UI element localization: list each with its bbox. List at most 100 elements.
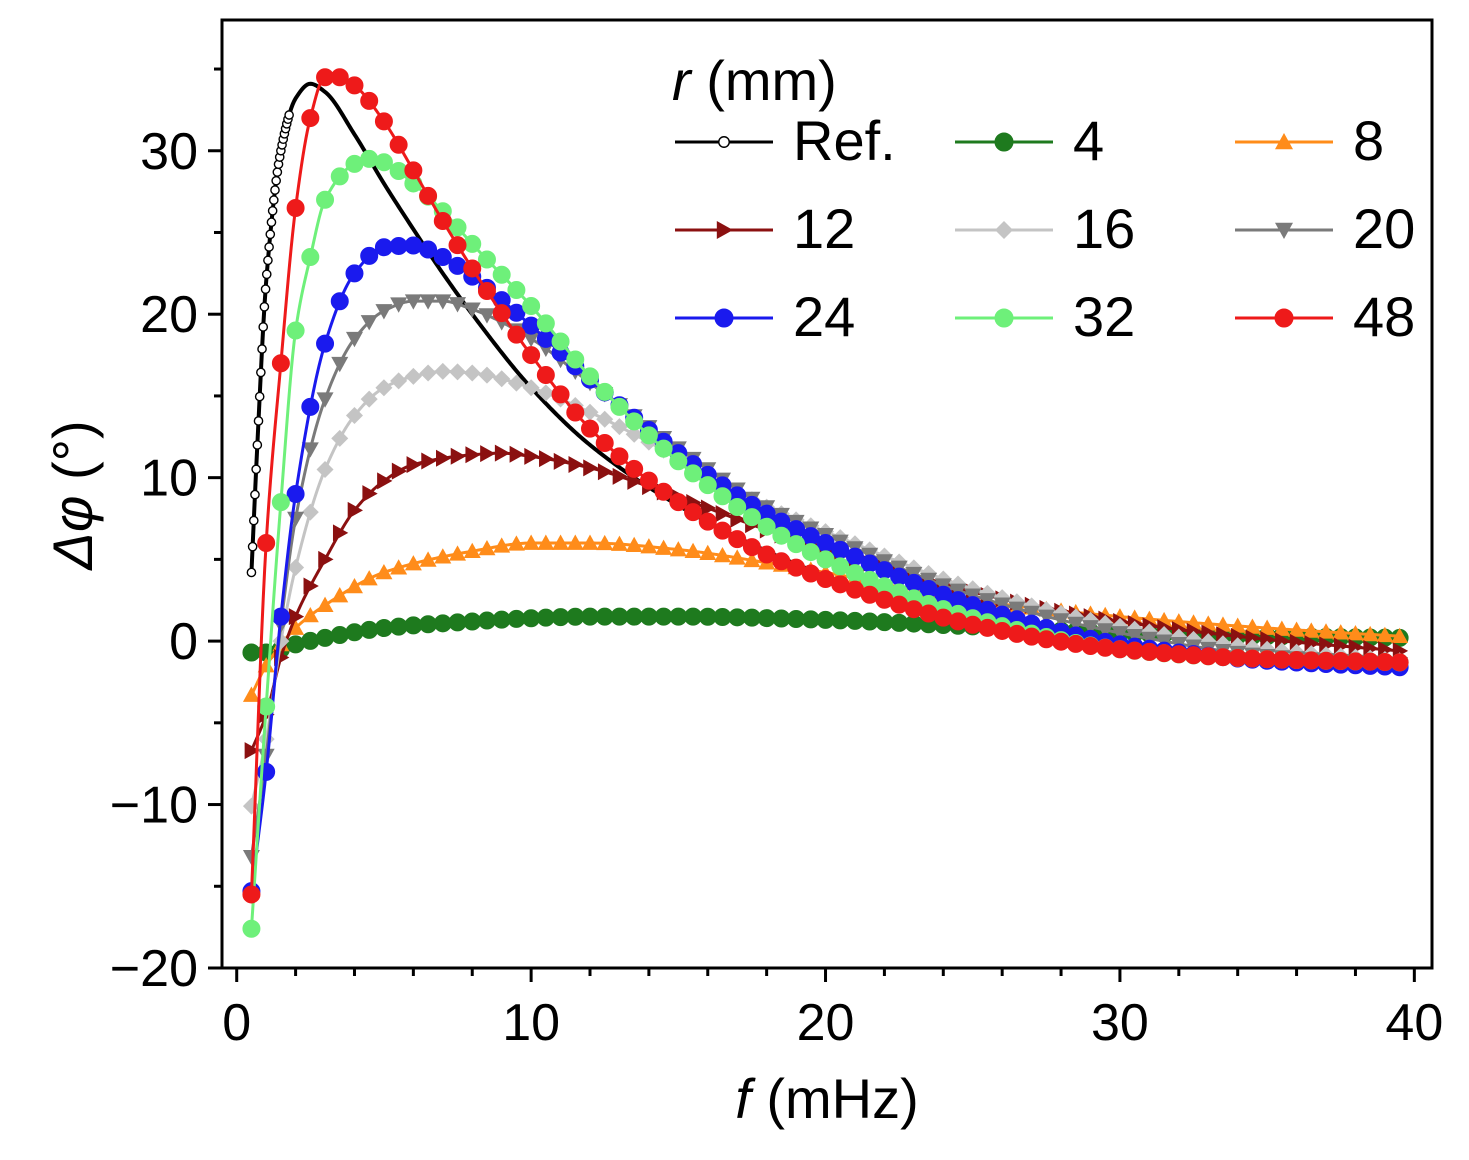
- x-axis-title-unit: (mHz): [751, 1067, 919, 1130]
- data-point: [1258, 619, 1276, 635]
- legend-marker: [1274, 308, 1294, 328]
- data-point: [522, 346, 541, 365]
- data-point: [700, 499, 717, 517]
- data-point: [493, 370, 511, 388]
- legend-marker: [994, 132, 1014, 152]
- data-point: [434, 294, 452, 310]
- series-layer: [242, 68, 1409, 938]
- data-point: [391, 462, 408, 480]
- data-point: [316, 334, 335, 353]
- data-point: [581, 534, 599, 550]
- data-point: [303, 577, 319, 595]
- data-point: [728, 497, 747, 516]
- data-point: [552, 534, 570, 550]
- data-point: [537, 384, 555, 402]
- data-point: [568, 455, 584, 473]
- data-point: [522, 534, 540, 550]
- data-point: [301, 397, 320, 416]
- legend-title-variable: r: [672, 49, 693, 112]
- data-point: [537, 534, 555, 550]
- data-point: [375, 304, 393, 320]
- data-point: [581, 367, 600, 386]
- data-point: [374, 112, 393, 131]
- data-point: [330, 292, 349, 311]
- data-point: [345, 264, 364, 283]
- data-point: [1273, 620, 1291, 636]
- legend-marker: [718, 136, 730, 148]
- x-tick-label: 30: [1091, 994, 1149, 1052]
- data-point: [316, 460, 334, 478]
- data-point: [492, 304, 511, 323]
- data-point: [301, 109, 320, 128]
- data-point: [448, 236, 467, 255]
- data-point: [389, 135, 408, 154]
- data-point: [263, 255, 273, 266]
- data-point: [286, 198, 305, 217]
- data-point: [406, 456, 422, 474]
- data-point: [433, 248, 452, 266]
- legend-label: 48: [1353, 285, 1415, 348]
- data-point: [1081, 620, 1099, 636]
- legend-item-16: 16: [955, 197, 1135, 260]
- data-point: [478, 366, 496, 384]
- data-point: [1346, 625, 1364, 641]
- data-point: [757, 517, 776, 536]
- data-point: [374, 153, 393, 172]
- data-point: [524, 447, 540, 465]
- data-point: [258, 322, 269, 332]
- data-point: [421, 452, 437, 470]
- data-point: [612, 467, 628, 485]
- legend-label: 16: [1073, 197, 1135, 260]
- data-point: [480, 445, 496, 463]
- x-tick-label: 20: [797, 994, 855, 1052]
- data-point: [345, 331, 363, 348]
- data-point: [583, 459, 599, 477]
- data-point: [993, 621, 1012, 640]
- data-point: [625, 425, 643, 443]
- data-point: [507, 281, 526, 300]
- data-point: [713, 487, 732, 506]
- data-point: [419, 294, 437, 310]
- data-point: [492, 265, 511, 284]
- series-line: [250, 451, 1400, 752]
- legend-marker: [995, 221, 1013, 239]
- data-point: [316, 596, 334, 612]
- data-point: [331, 356, 349, 373]
- data-point: [288, 608, 305, 626]
- data-point: [625, 536, 643, 553]
- data-point: [728, 530, 747, 549]
- data-point: [266, 217, 277, 228]
- data-point: [360, 315, 378, 331]
- data-point: [377, 472, 393, 490]
- data-point: [787, 535, 806, 554]
- legend-item-4: 4: [955, 109, 1104, 172]
- data-point: [655, 539, 673, 555]
- data-point: [1066, 634, 1085, 653]
- data-point: [390, 297, 408, 313]
- data-point: [1332, 624, 1350, 640]
- data-point: [684, 503, 703, 522]
- data-point: [284, 110, 294, 120]
- data-point: [963, 615, 982, 634]
- legend-item-48: 48: [1235, 285, 1415, 348]
- data-point: [698, 512, 717, 531]
- data-point: [625, 412, 644, 431]
- data-point: [301, 442, 319, 458]
- y-tick-label: −20: [110, 940, 198, 998]
- data-point: [242, 797, 260, 815]
- data-point: [1023, 605, 1041, 622]
- data-point: [742, 538, 761, 557]
- data-point: [419, 551, 437, 567]
- data-point: [610, 535, 628, 551]
- data-point: [1361, 625, 1379, 642]
- axes-layer: 0 10 20 30 40 −20 −10 0 10 20 30: [110, 67, 1443, 1052]
- data-point: [639, 426, 658, 445]
- legend-label: 4: [1073, 109, 1104, 172]
- legend-label: 12: [793, 197, 855, 260]
- data-point: [286, 485, 305, 503]
- data-point: [390, 559, 408, 575]
- data-point: [522, 297, 541, 316]
- data-point: [264, 242, 274, 252]
- data-point: [271, 493, 290, 512]
